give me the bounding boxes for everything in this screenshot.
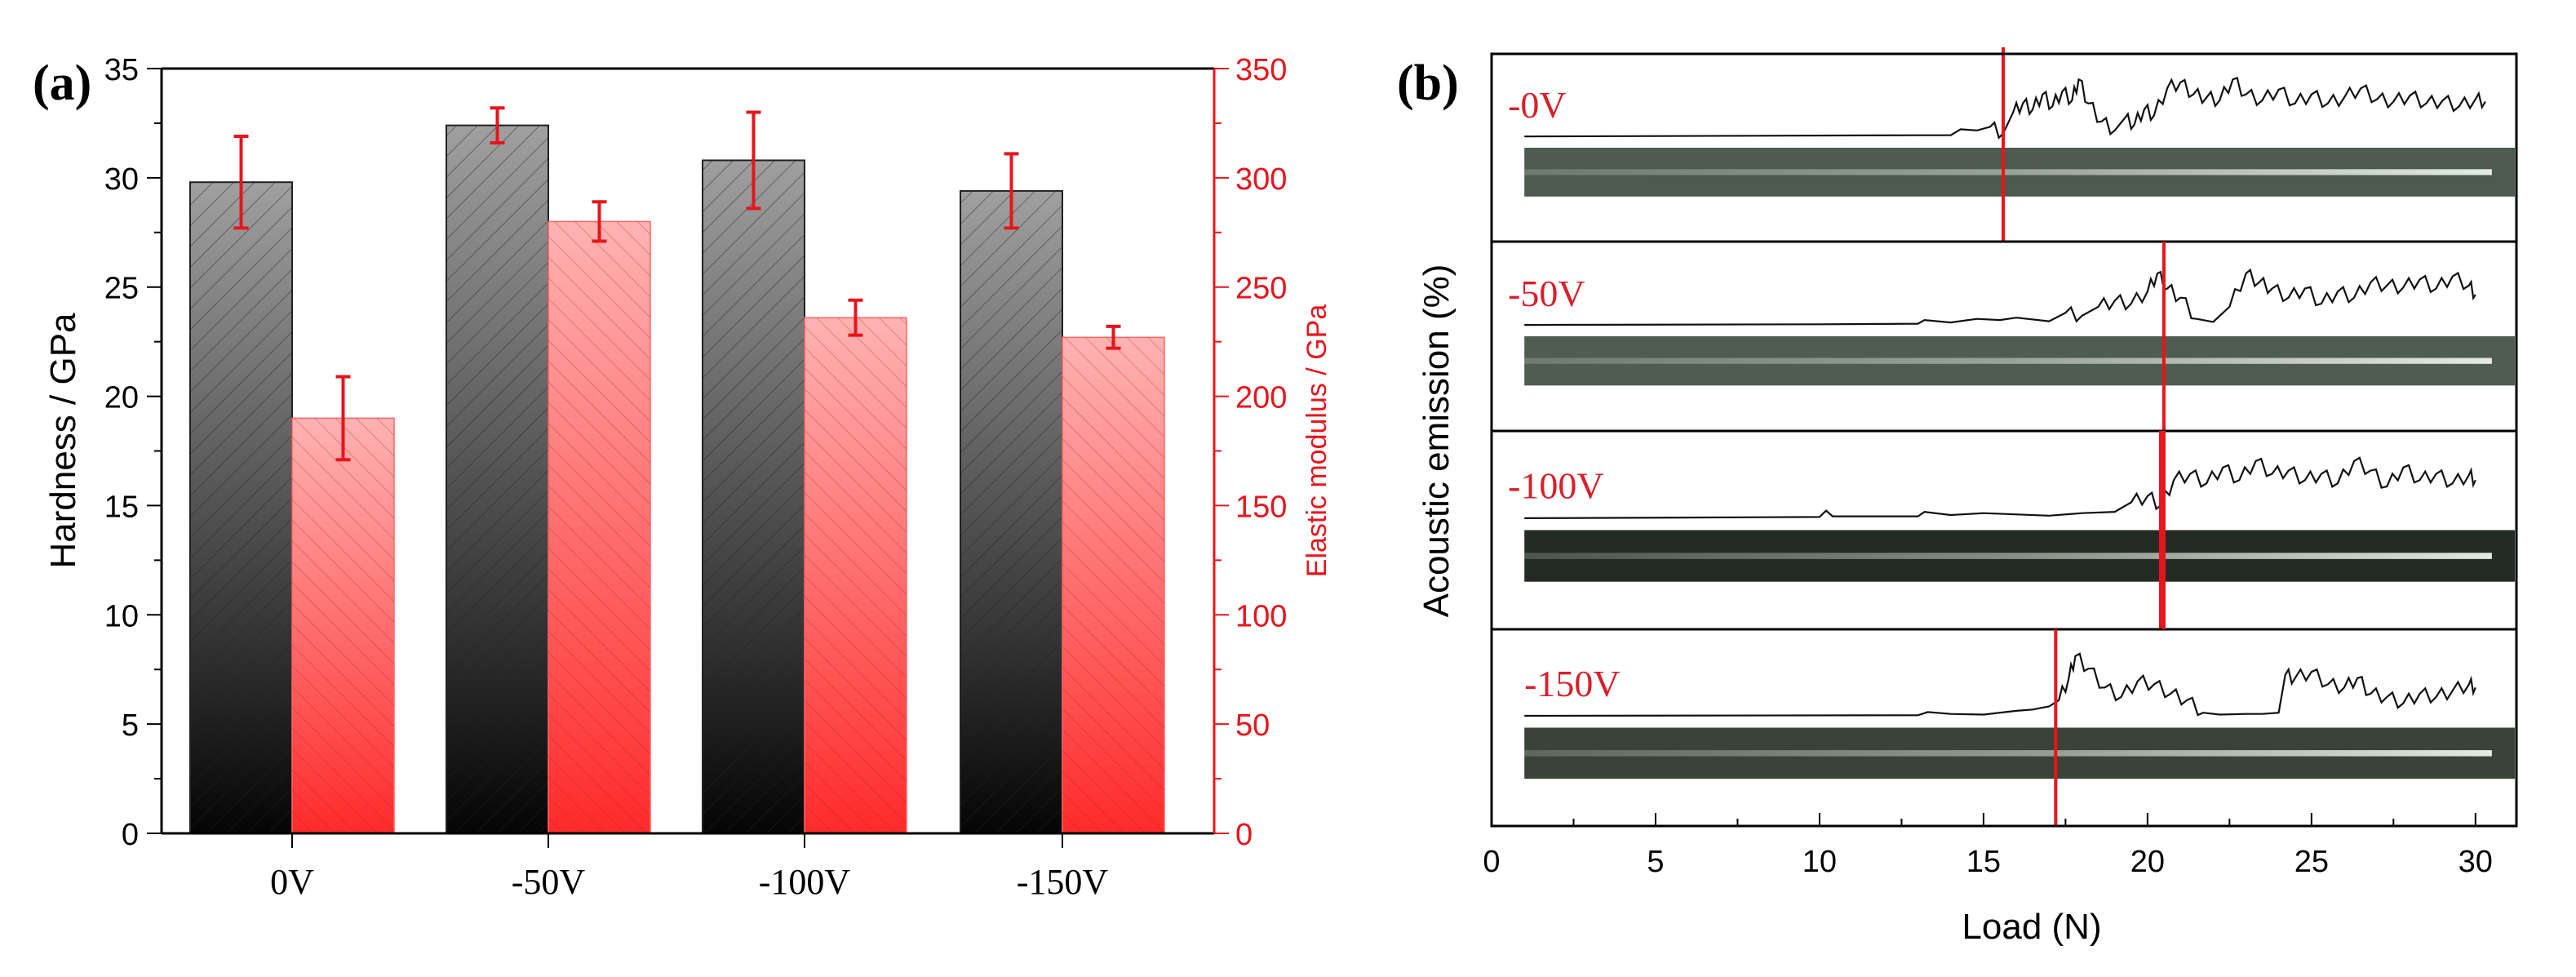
hardness-error-bar	[746, 110, 761, 211]
modulus-error-bar	[335, 375, 351, 462]
x-tick-label: 25	[2294, 845, 2329, 879]
ae-row--150V: -150V	[1524, 629, 2516, 826]
x-tick-label: 15	[1966, 845, 2001, 879]
modulus-error-bar	[592, 200, 607, 243]
x-tick-label: -50V	[512, 862, 586, 902]
y-axis-label-right: Elastic modulus / GPa	[1301, 304, 1332, 578]
modulus-bar-hatch	[292, 418, 394, 833]
y-tick-label-right: 100	[1235, 599, 1287, 633]
y-tick-label-right: 50	[1235, 708, 1270, 743]
ae-curve	[1524, 76, 2486, 140]
y-tick-label-left: 5	[122, 708, 139, 743]
ae-curve	[1524, 268, 2476, 326]
sample-label: -150V	[1524, 663, 1621, 704]
modulus-bar-hatch	[1062, 337, 1164, 833]
panel-b-label: (b)	[1397, 56, 1459, 111]
y-tick-label-left: 15	[104, 490, 139, 524]
x-tick-label: 0V	[270, 862, 314, 902]
y-tick-label-right: 200	[1235, 381, 1287, 415]
y-tick-label-right: 300	[1235, 162, 1287, 197]
y-tick-label-left: 0	[122, 818, 139, 852]
y-tick-label-right: 150	[1235, 490, 1287, 524]
y-axis-label-left: Hardness / GPa	[43, 313, 83, 569]
plot-frame	[1490, 52, 2518, 828]
scratch-groove	[1524, 750, 2492, 757]
ae-curve	[1524, 456, 2476, 519]
panel-b-acoustic-emission: (b) -0V -50V -100V -150V 0 5 10 15 20 25 30 Acous…	[1397, 47, 2518, 947]
sample-label: -100V	[1508, 465, 1604, 507]
x-tick-label: 5	[1647, 845, 1664, 879]
y-axis-label: Acoustic emission (%)	[1417, 264, 1456, 618]
y-tick-label-left: 10	[104, 599, 139, 633]
hardness-bar-hatch	[703, 160, 805, 833]
hardness-error-bar	[233, 134, 249, 230]
x-tick-label: -100V	[759, 862, 851, 902]
hardness-error-bar	[490, 106, 505, 145]
hardness-bar-hatch	[960, 190, 1062, 834]
modulus-bar-hatch	[548, 221, 650, 833]
y-tick-label-right: 350	[1235, 53, 1287, 87]
modulus-error-bar	[848, 298, 863, 337]
ae-row--100V: -100V	[1492, 431, 2516, 631]
x-tick-label: -150V	[1017, 862, 1109, 902]
x-axis-label: Load (N)	[1962, 907, 2101, 947]
y-tick-label-left: 25	[104, 272, 139, 306]
scratch-groove	[1524, 357, 2492, 364]
y-tick-label-left: 35	[104, 53, 139, 87]
sample-label: -50V	[1508, 273, 1585, 314]
x-tick-label: 0	[1483, 845, 1500, 879]
hardness-bar-hatch	[190, 182, 292, 833]
ae-row--50V: -50V	[1492, 242, 2516, 433]
x-tick-label: 30	[2459, 845, 2493, 879]
scratch-groove	[1524, 553, 2492, 559]
panel-a-bar-chart: (a) 0V -50V -100V -150V 0510152025303505010…	[33, 53, 1332, 902]
y-tick-label-left: 20	[104, 381, 139, 415]
x-tick-label: 10	[1802, 845, 1837, 879]
ae-curve	[1524, 652, 2476, 717]
x-tick-label: 20	[2130, 845, 2165, 879]
modulus-bar-hatch	[805, 318, 907, 833]
y-tick-label-left: 30	[104, 162, 139, 197]
scratch-groove	[1524, 169, 2492, 175]
y-tick-label-right: 250	[1235, 272, 1287, 306]
panel-a-label: (a)	[33, 56, 91, 111]
hardness-error-bar	[1004, 152, 1019, 230]
y-tick-label-right: 0	[1235, 818, 1253, 852]
hardness-bar-hatch	[446, 125, 548, 833]
ae-row--0V: -0V	[1492, 47, 2516, 243]
sample-label: -0V	[1508, 84, 1567, 126]
modulus-error-bar	[1106, 324, 1121, 350]
